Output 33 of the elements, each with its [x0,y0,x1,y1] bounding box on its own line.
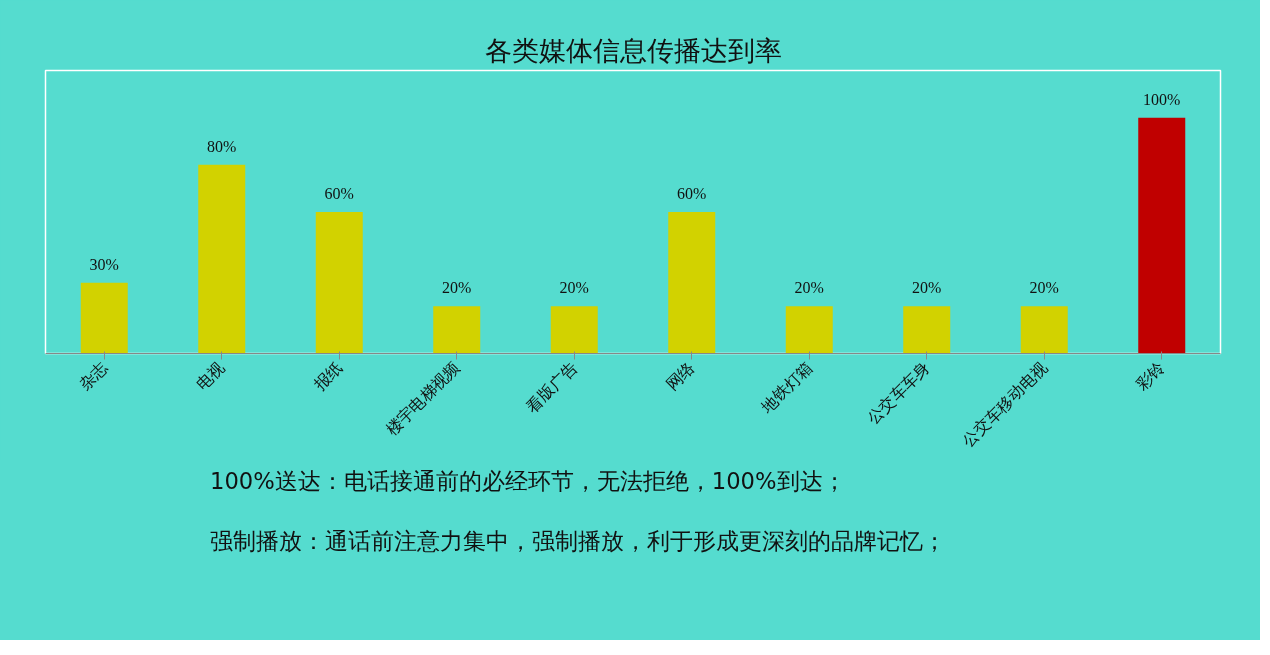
data-label: 20% [1029,279,1059,297]
data-label: 100% [1143,90,1181,108]
bar [315,212,363,354]
data-label: 60% [677,185,707,202]
data-label: 20% [794,279,824,297]
x-tick-label: 公交车车身 [863,357,934,428]
data-label: 20% [912,279,942,297]
bar [785,306,833,354]
text: 100%送达：电话接通前的必经环节，无法拒绝，100%到达； [210,467,846,496]
bar [80,282,128,354]
x-tick-label: 楼宇电梯视频 [382,357,464,440]
bar [433,306,481,354]
bar [668,212,716,354]
data-label: 20% [559,279,589,297]
bar [1020,306,1068,354]
x-tick-label: 杂志 [74,357,111,394]
bar [903,306,951,354]
data-label: 60% [324,185,354,202]
x-tick-label: 看版广告 [522,357,581,417]
data-label: 20% [442,279,472,297]
x-tick-label: 地铁灯箱 [756,357,816,418]
text: 强制播放：通话前注意力集中，强制播放，利于形成更深刻的品牌记忆； [210,527,946,556]
x-tick-label: 网络 [662,357,699,394]
bar [1138,117,1186,354]
x-tick-label: 电视 [192,357,229,394]
x-tick-label: 彩铃 [1132,357,1169,394]
x-tick-label: 报纸 [309,357,346,395]
bar [550,306,598,354]
bar [198,164,246,354]
data-label: 30% [89,255,119,273]
chart-title: 各类媒体信息传播达到率 [484,34,782,66]
x-tick-label: 公交车移动电视 [958,357,1051,451]
data-label: 80% [207,137,237,155]
